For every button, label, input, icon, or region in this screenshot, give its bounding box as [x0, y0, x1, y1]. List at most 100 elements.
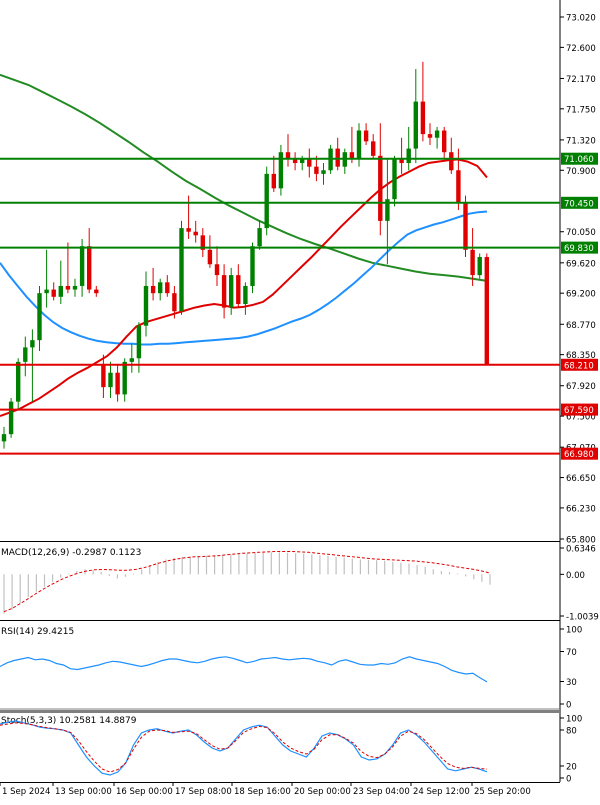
price-tick-label: 72.600	[566, 44, 596, 54]
price-tick-label: 67.920	[566, 382, 596, 392]
candle-body	[321, 170, 326, 174]
macd-tick-label: 0.6346	[566, 545, 596, 555]
candle-body	[200, 235, 205, 250]
macd-label: MACD(12,26,9) -0.2987 0.1123	[1, 548, 141, 558]
candle-body	[307, 159, 312, 167]
candle-body	[292, 159, 298, 164]
candle-body	[363, 130, 369, 142]
stoch-tick-label: 20	[566, 763, 577, 773]
level-label-box	[561, 152, 598, 165]
stochastic-axis: 100 80 20 0	[560, 715, 582, 785]
price-tick-label: 72.170	[566, 75, 596, 85]
price-tick-label: 69.200	[566, 290, 596, 300]
candle-body	[65, 285, 71, 290]
candle-body	[335, 148, 340, 167]
candle-body	[243, 285, 248, 305]
candle-body	[51, 289, 56, 297]
ma-blue-line	[0, 210, 488, 346]
price-tick-label: 70.050	[566, 228, 596, 238]
candle-body	[477, 257, 482, 276]
stoch-k-line	[0, 720, 488, 776]
candle-body	[442, 130, 447, 153]
candle-body	[108, 372, 113, 388]
moving-averages	[0, 73, 488, 418]
candle-body	[101, 365, 106, 388]
rsi-polyline	[0, 656, 488, 683]
candle-body	[30, 340, 35, 348]
price-tick-label: 70.900	[566, 167, 596, 177]
candle-body	[150, 285, 156, 294]
candle-body	[179, 228, 184, 312]
macd-histogram	[3, 552, 491, 614]
level-label: 70.450	[564, 199, 594, 209]
candle-body	[8, 401, 14, 435]
candle-body	[44, 289, 49, 294]
stoch-tick-label: 0	[566, 775, 571, 785]
time-tick-label: 13 Sep 00:00	[55, 787, 112, 797]
candle-body	[349, 152, 355, 160]
rsi-tick-label: 30	[566, 678, 577, 688]
price-tick-label: 68.770	[566, 321, 596, 331]
level-label: 67.590	[564, 406, 594, 416]
price-tick-label: 66.650	[566, 474, 596, 484]
time-tick-label: 17 Sep 08:00	[175, 787, 232, 797]
candle-body	[278, 152, 284, 189]
level-label-box	[561, 358, 598, 371]
rsi-label: RSI(14) 29.4215	[1, 627, 74, 637]
time-tick-label: 23 Sep 04:00	[353, 787, 410, 797]
price-tick-label: 68.350	[566, 351, 596, 361]
macd-tick-label: -1.0039	[566, 613, 599, 623]
candle-body	[72, 285, 78, 290]
rsi-line	[0, 656, 488, 683]
candle-body	[413, 101, 418, 149]
candle-body	[456, 170, 461, 203]
candle-body	[257, 228, 262, 247]
candle-body	[23, 347, 28, 362]
candle-body	[94, 289, 99, 294]
rsi-axis: 100 70 30 0	[560, 626, 582, 711]
time-axis: 1 Sep 2024 13 Sep 00:00 16 Sep 00:00 17 Sep…	[0, 782, 531, 797]
candle-body	[122, 361, 127, 395]
candle-body	[214, 264, 220, 276]
candle-body	[271, 173, 276, 189]
candle-body	[221, 275, 227, 308]
level-label: 66.980	[564, 450, 594, 460]
horizontal-levels: 71.060 70.450 69.830 68.210 67.590 66.980	[0, 152, 598, 460]
candle-body	[399, 159, 404, 164]
candle-body	[37, 293, 42, 341]
candle-body	[250, 246, 255, 286]
candle-body	[264, 173, 269, 229]
ma-red-line	[0, 158, 488, 418]
candle-body	[484, 257, 489, 365]
macd-pane: MACD(12,26,9) -0.2987 0.1123 0.6346 0.00 -…	[1, 545, 599, 623]
candle-body	[427, 134, 433, 138]
price-pane: 73.020 72.600 72.170 71.750 71.320 70.900 70.0…	[0, 14, 598, 546]
candle-body	[186, 228, 191, 232]
candle-body	[129, 358, 134, 362]
candle-body	[115, 372, 120, 395]
level-label-box	[561, 403, 598, 416]
macd-axis: 0.6346 0.00 -1.0039	[560, 545, 599, 623]
level-label: 69.830	[564, 244, 594, 254]
candle-body	[58, 285, 63, 297]
candle-body	[406, 148, 411, 164]
time-tick-label: 1 Sep 2024	[2, 787, 50, 797]
price-tick-label: 73.020	[566, 14, 596, 24]
time-tick-label: 16 Sep 00:00	[116, 787, 173, 797]
ma-green-line	[0, 73, 488, 282]
candle-body	[434, 130, 440, 138]
stoch-d-line	[0, 722, 488, 773]
macd-signal-line	[3, 551, 491, 613]
candle-body	[285, 152, 291, 160]
macd-tick-label: 0.00	[566, 571, 585, 581]
candle-body	[378, 155, 383, 221]
candle-body	[193, 231, 198, 236]
candle-body	[165, 282, 170, 294]
candle-body	[79, 246, 85, 286]
price-tick-label: 71.750	[566, 105, 596, 115]
candle-body	[371, 141, 376, 156]
candle-body	[229, 275, 234, 308]
